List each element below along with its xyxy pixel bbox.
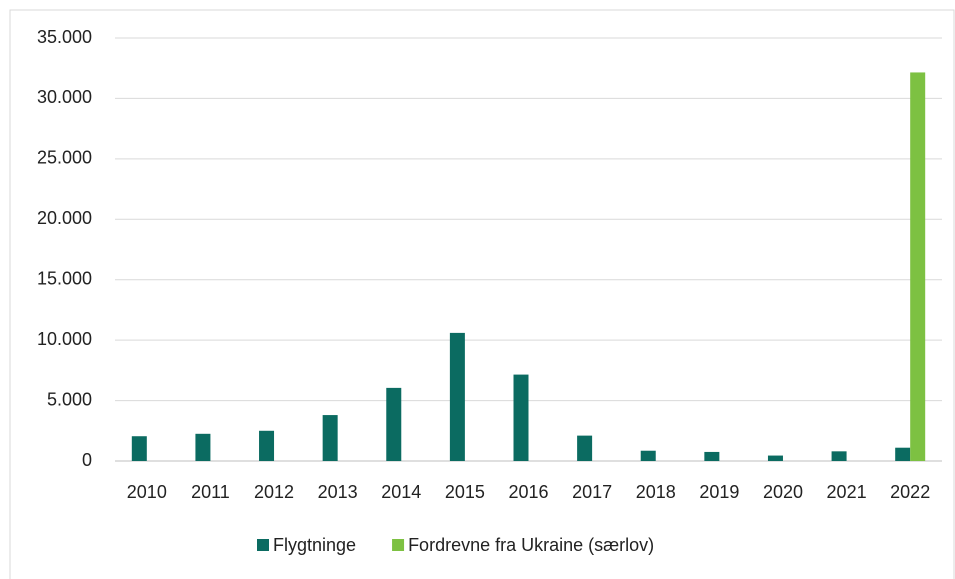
x-tick-label: 2011 (191, 482, 230, 502)
x-tick-label: 2010 (127, 482, 167, 502)
chart-frame (9, 9, 955, 579)
bar (831, 451, 847, 461)
y-tick-label: 5.000 (47, 389, 92, 409)
bar (195, 433, 211, 461)
bar (259, 430, 275, 461)
bar (577, 435, 593, 461)
x-tick-label: 2021 (827, 482, 867, 502)
y-tick-label: 0 (82, 450, 92, 470)
y-tick-label: 10.000 (37, 329, 92, 349)
x-tick-label: 2012 (254, 482, 294, 502)
legend-swatch (392, 539, 405, 551)
x-tick-label: 2019 (699, 482, 739, 502)
legend-label: Fordrevne fra Ukraine (særlov) (408, 535, 654, 555)
x-tick-label: 2018 (636, 482, 676, 502)
y-tick-label: 30.000 (37, 87, 92, 107)
y-tick-label: 25.000 (37, 148, 92, 168)
x-tick-label: 2016 (508, 482, 548, 502)
bar (513, 374, 529, 461)
bar (704, 451, 720, 461)
x-tick-label: 2015 (445, 482, 485, 502)
x-tick-label: 2013 (318, 482, 358, 502)
y-tick-label: 15.000 (37, 268, 92, 288)
bar (910, 72, 926, 462)
legend-swatch (257, 539, 269, 551)
y-tick-label: 35.000 (37, 27, 92, 47)
bar (322, 415, 338, 461)
y-tick-label: 20.000 (37, 208, 92, 228)
legend-label: Flygtninge (273, 535, 356, 555)
bar (131, 436, 147, 461)
bar (895, 447, 911, 461)
bar (640, 450, 656, 461)
x-tick-label: 2014 (381, 482, 421, 502)
bar (767, 455, 783, 461)
bar (386, 387, 402, 461)
x-tick-label: 2020 (763, 482, 803, 502)
bar (449, 332, 465, 461)
x-tick-label: 2017 (572, 482, 612, 502)
x-tick-label: 2022 (890, 482, 930, 502)
